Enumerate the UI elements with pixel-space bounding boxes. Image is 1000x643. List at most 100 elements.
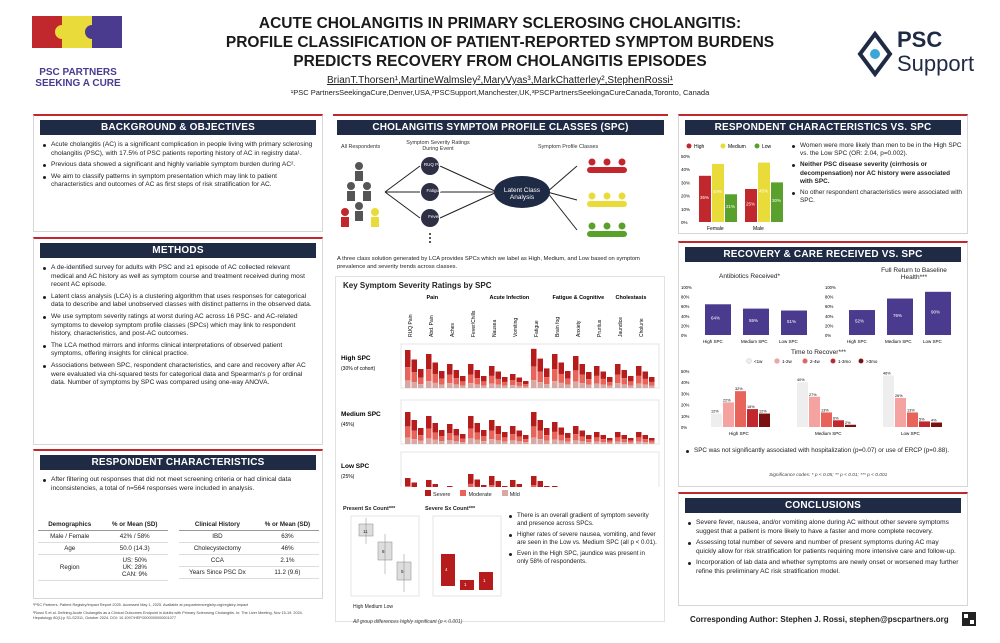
- demographics-table: Demographics% or Mean (SD) Male / Female…: [38, 519, 168, 581]
- mild-bar: [405, 380, 411, 388]
- mild-bar: [474, 384, 480, 388]
- severe-bar: [600, 371, 606, 379]
- mild-bar: [565, 441, 571, 444]
- severe-bar: [405, 412, 411, 427]
- legend-dot: [802, 358, 808, 364]
- clinical-history-table: Clinical History% or Mean (SD) IBD 63% Ch…: [179, 519, 319, 579]
- box-value: 1: [464, 582, 467, 587]
- severe-bar: [489, 420, 495, 431]
- legend-label: Mild: [509, 492, 520, 498]
- mild-bar: [481, 441, 487, 444]
- x-label: Female: [707, 226, 724, 232]
- spc-heading: CHOLANGITIS SYMPTOM PROFILE CLASSES (SPC…: [337, 120, 664, 135]
- table-row: Age 50.0 (14.3): [38, 542, 168, 555]
- legend-dot: [858, 358, 864, 364]
- severe-bar: [594, 432, 600, 438]
- table-header: Demographics: [38, 519, 102, 531]
- moderate-bar: [481, 436, 487, 442]
- table-cell: US: 50% UK: 28% CAN: 9%: [101, 554, 168, 581]
- severe-bar: [615, 364, 621, 375]
- severe-bar: [460, 434, 466, 439]
- mild-bar: [607, 442, 613, 444]
- moderate-bar: [432, 432, 438, 440]
- mild-bar: [432, 382, 438, 388]
- moderate-bar: [495, 378, 501, 385]
- moderate-bar: [481, 381, 487, 386]
- moderate-bar: [426, 369, 432, 382]
- symptom-node-1: RUQ Pain: [423, 162, 445, 167]
- severe-bar: [636, 432, 642, 438]
- moderate-bar: [649, 440, 655, 443]
- table-header: % or Mean (SD): [101, 519, 168, 531]
- table-header: Clinical History: [179, 519, 256, 531]
- logo-left-line1: PSC PARTNERS: [39, 67, 117, 78]
- spc-note: All group differences highly significant…: [353, 619, 463, 625]
- moderate-bar: [642, 378, 648, 385]
- moderate-bar: [615, 437, 621, 442]
- moderate-bar: [502, 437, 508, 442]
- severe-bar: [642, 435, 648, 440]
- background-bullet: Previous data showed a significant and h…: [42, 161, 314, 170]
- symptom-label: RUQ Pain: [408, 314, 414, 337]
- table-cell: 63%: [255, 530, 319, 543]
- methods-bullet: The LCA method mirrors and informs clini…: [42, 342, 314, 359]
- corresponding-author: Corresponding Author: Stephen J. Rossi, …: [690, 615, 949, 624]
- moderate-bar: [642, 439, 648, 443]
- mild-bar: [474, 439, 480, 444]
- symptom-label: Abd. Pain: [429, 315, 435, 337]
- severe-bar: [447, 424, 453, 433]
- severe-bar: [537, 481, 543, 487]
- full-return-chart: 100% 80% 60% 40% 20% 0% 52% High SPC 76% Medium S…: [825, 285, 951, 344]
- severe-bar: [510, 374, 516, 381]
- bar-value: 27%: [809, 393, 817, 397]
- mild-bar: [600, 384, 606, 388]
- bar-value: 90%: [931, 309, 940, 314]
- group-label: Fatigue & Cognitive: [553, 295, 605, 301]
- moderate-bar: [586, 439, 592, 443]
- severe-bar: [531, 412, 537, 427]
- legend-label: Moderate: [468, 492, 492, 498]
- severe-bar: [411, 420, 417, 431]
- moderate-bar: [537, 371, 543, 383]
- group-label: Acute Infection: [490, 295, 530, 301]
- mild-bar: [502, 385, 508, 388]
- qr-code-icon: [962, 612, 976, 626]
- symptom-label: Fever/Chills: [471, 310, 477, 337]
- mild-bar: [426, 438, 432, 444]
- x-label: Medium SPC: [815, 431, 842, 436]
- mild-bar: [537, 382, 543, 388]
- row-sub-label: (45%): [341, 422, 355, 428]
- panel-frame: [400, 343, 660, 389]
- severe-bar: [579, 364, 585, 375]
- all-respondents-label: All Respondents: [341, 144, 381, 150]
- y-tick: 10%: [681, 207, 690, 212]
- moderate-bar: [474, 378, 480, 385]
- mild-bar: [453, 441, 459, 444]
- severe-bar: [481, 485, 487, 487]
- methods-heading: METHODS: [40, 243, 316, 258]
- mild-bar: [649, 442, 655, 444]
- severe-bar: [495, 371, 501, 379]
- severe-bar: [586, 435, 592, 440]
- y-tick: 30%: [681, 391, 690, 396]
- mild-bar: [615, 441, 621, 444]
- y-tick: 20%: [681, 194, 690, 199]
- care-bullet: SPC was not significantly associated wit…: [685, 447, 965, 455]
- title-line3: PREDICTS RECOVERY FROM CHOLANGITIS EPISO…: [293, 53, 707, 70]
- legend-label: Medium: [728, 144, 746, 150]
- symptom-label: Cholurie: [639, 318, 645, 337]
- severity-chart-box: [335, 276, 665, 622]
- severe-bar: [531, 348, 537, 367]
- severe-bar: [460, 376, 466, 382]
- bar-value: 52%: [855, 319, 864, 324]
- y-tick: 20%: [681, 403, 690, 408]
- severe-bar: [607, 377, 613, 382]
- severe-bar: [628, 438, 634, 441]
- y-tick: 60%: [681, 304, 690, 309]
- y-tick: 40%: [681, 380, 690, 385]
- mild-bar: [600, 442, 606, 444]
- severe-bar: [510, 426, 516, 435]
- y-tick: 0%: [681, 333, 687, 338]
- moderate-bar: [411, 430, 417, 440]
- moderate-bar: [516, 382, 522, 386]
